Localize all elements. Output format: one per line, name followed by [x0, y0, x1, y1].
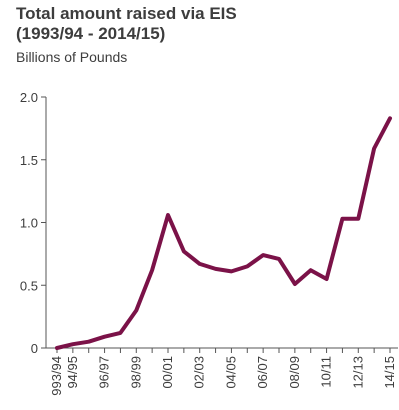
series-line — [55, 116, 392, 350]
x-tick-label: 00/01 — [160, 356, 175, 389]
x-tick-label: 98/99 — [128, 356, 143, 389]
x-tick-label: 993/94 — [49, 356, 64, 396]
chart-series — [55, 116, 392, 350]
chart-title: Total amount raised via EIS (1993/94 - 2… — [16, 4, 386, 44]
chart-tick-labels: 0 0.5 1.0 1.5 2.0 993/94 94/95 96/97 98/99 00/01 0… — [20, 90, 397, 396]
x-tick-label: 14/15 — [382, 356, 397, 389]
y-tick-label: 0.5 — [20, 278, 38, 293]
chart-title-line-2: (1993/94 - 2014/15) — [16, 24, 166, 43]
x-tick-label: 12/13 — [350, 356, 365, 389]
chart-title-line-1: Total amount raised via EIS — [16, 4, 237, 23]
chart-subtitle: Billions of Pounds — [16, 49, 128, 65]
y-tick-label: 2.0 — [20, 90, 38, 105]
y-tick-label: 0 — [31, 341, 38, 356]
x-tick-label: 08/09 — [287, 356, 302, 389]
y-tick-label: 1.0 — [20, 216, 38, 231]
x-tick-label: 02/03 — [192, 356, 207, 389]
chart-axes — [41, 96, 398, 353]
x-tick-label: 06/07 — [255, 356, 270, 389]
x-tick-label: 10/11 — [319, 356, 334, 388]
y-tick-label: 1.5 — [20, 153, 38, 168]
x-tick-label: 96/97 — [97, 356, 112, 389]
x-tick-label: 94/95 — [65, 356, 80, 389]
x-tick-label: 04/05 — [223, 356, 238, 389]
